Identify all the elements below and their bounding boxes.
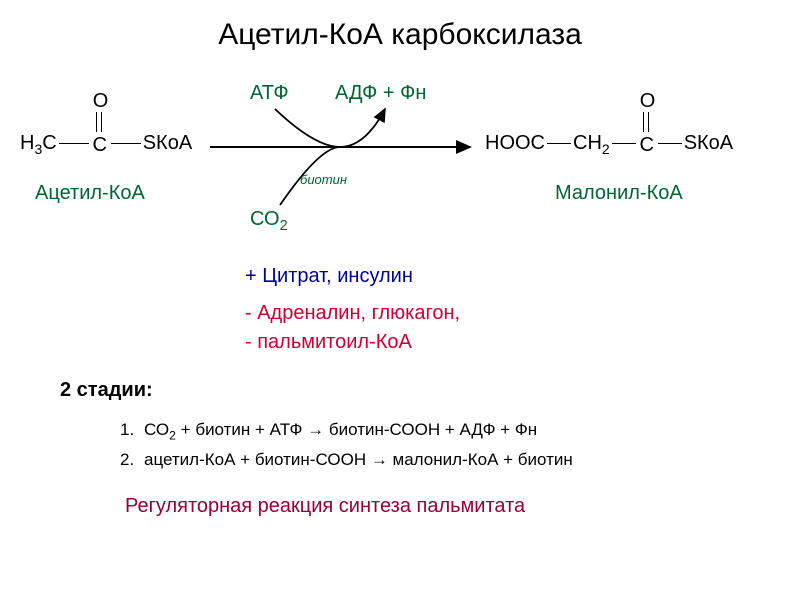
- skoa-text: SКoA: [684, 132, 733, 154]
- bond: [111, 143, 141, 145]
- negative-regulators-1: - Адреналин, глюкагон,: [245, 299, 800, 328]
- ch2-text: CH: [573, 132, 602, 154]
- stage-text-co: СО: [144, 420, 169, 439]
- page-title: Ацетил-КоА карбоксилаза: [0, 0, 800, 52]
- carbonyl-group: OC: [638, 134, 656, 157]
- reaction-arrows: [200, 87, 480, 227]
- stages-list: 1.СО2 + биотин + АТФ → биотин-СООН + АДФ…: [120, 416, 800, 473]
- bond: [547, 143, 571, 145]
- acetyl-label: Ацетил-КоА: [35, 182, 145, 205]
- bond: [658, 143, 682, 145]
- stage-item-1: 1.СО2 + биотин + АТФ → биотин-СООН + АДФ…: [120, 416, 800, 446]
- stage-num: 1.: [120, 416, 144, 443]
- bond: [59, 143, 89, 145]
- hooc-text: HOOC: [485, 132, 545, 154]
- stage-num: 2.: [120, 446, 144, 473]
- h-text: H: [20, 132, 34, 154]
- oxygen: O: [640, 90, 656, 113]
- co2-sub: 2: [280, 218, 288, 234]
- double-bond: [96, 112, 104, 132]
- reaction-diagram: H3COCSКoA Ацетил-КоА АТФ АДФ + Фн СО2 би…: [0, 72, 800, 272]
- left-formula: H3COCSКoA: [20, 132, 192, 154]
- co2-text: СО: [250, 208, 280, 230]
- footer-text: Регуляторная реакция синтеза пальмитата: [125, 495, 800, 518]
- malonyl-label: Малонил-КоА: [555, 182, 683, 205]
- atp-label: АТФ: [250, 82, 289, 105]
- right-formula: HOOC CH2 OC SКoA: [485, 132, 733, 154]
- stage-text-sub: 2: [169, 428, 176, 442]
- sub2: 2: [602, 141, 610, 157]
- c-text: C: [42, 132, 56, 154]
- adp-label: АДФ + Фн: [335, 82, 426, 105]
- co2-label: СО2: [250, 208, 288, 234]
- bond: [612, 143, 636, 145]
- stage-text: ацетил-КоА + биотин-СООН → малонил-КоА +…: [144, 450, 573, 469]
- right-molecule: HOOC CH2 OC SКoA: [485, 132, 733, 157]
- stage-item-2: 2.ацетил-КоА + биотин-СООН → малонил-КоА…: [120, 446, 800, 473]
- stages-title: 2 стадии:: [60, 379, 800, 402]
- left-molecule: H3COCSКoA: [20, 132, 192, 157]
- negative-regulators-2: - пальмитоил-КоА: [245, 328, 800, 357]
- oxygen: O: [93, 90, 109, 113]
- regulators-block: + Цитрат, инсулин - Адреналин, глюкагон,…: [245, 262, 800, 357]
- biotin-label: биотин: [300, 172, 347, 187]
- skoa-text: SКoA: [143, 132, 192, 154]
- double-bond: [643, 112, 651, 132]
- stage-text-rest: + биотин + АТФ → биотин-СООН + АДФ + Фн: [176, 420, 537, 439]
- carbonyl-group: OC: [91, 134, 109, 157]
